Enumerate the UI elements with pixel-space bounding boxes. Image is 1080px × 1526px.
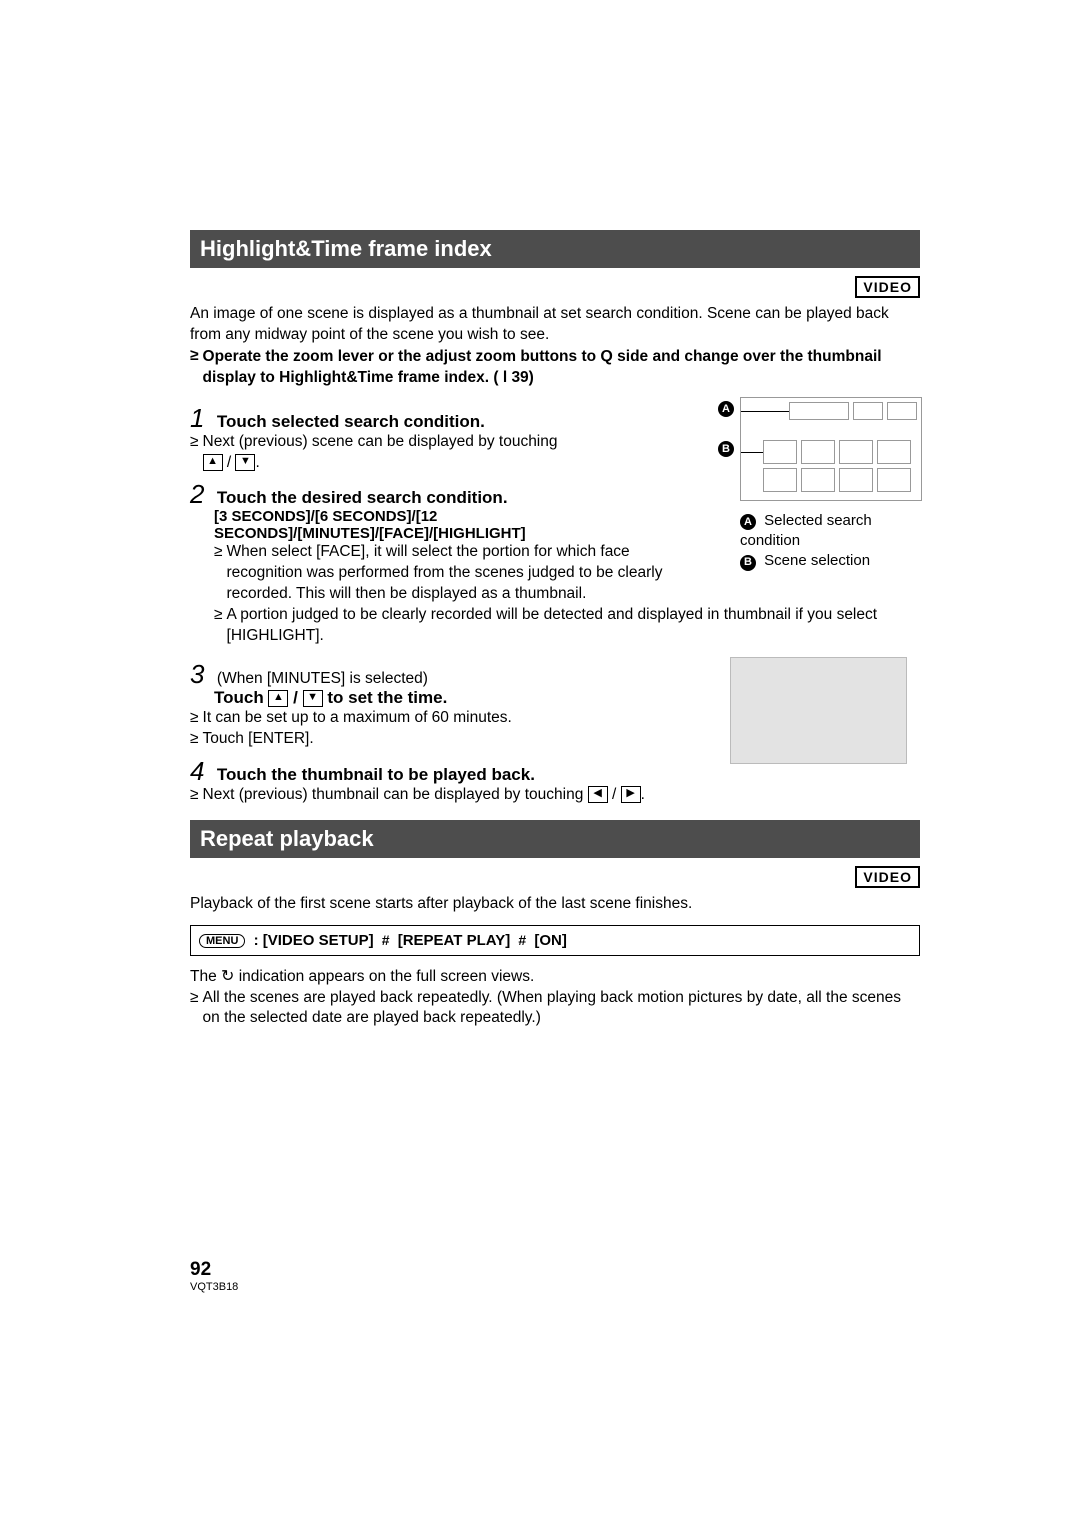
highlight-intro: An image of one scene is displayed as a … <box>190 304 920 346</box>
step-2-bullet-1: When select [FACE], it will select the p… <box>214 542 706 605</box>
caption-a-text: Selected search condition <box>740 512 872 549</box>
down-key-icon-2: ▼ <box>303 690 323 707</box>
step-3-bullet-1: It can be set up to a maximum of 60 minu… <box>190 708 706 729</box>
step-1-bullet-text: Next (previous) scene can be displayed b… <box>203 433 558 450</box>
page-number: 92 <box>190 1259 920 1281</box>
menu-path-c: [ON] <box>534 932 567 949</box>
caption-b-icon: B <box>740 555 756 571</box>
step-2: 2 Touch the desired search condition. [3… <box>190 481 706 605</box>
step-4-bullet-tail: . <box>641 786 645 803</box>
repeat-line-a: The <box>190 968 221 985</box>
diagram-frame <box>740 397 922 501</box>
step-4-bullet-text: Next (previous) thumbnail can be display… <box>203 786 588 803</box>
down-key-icon: ▼ <box>235 454 255 471</box>
repeat-bullet: All the scenes are played back repeatedl… <box>190 988 920 1030</box>
menu-path-a: : [VIDEO SETUP] <box>254 932 378 949</box>
up-key-icon-2: ▲ <box>268 690 288 707</box>
step-1-number: 1 <box>190 405 204 431</box>
operate-page-ref: 39) <box>511 369 533 386</box>
step-1: 1 Touch selected search condition. Next … <box>190 405 706 474</box>
step-2-heading: Touch the desired search condition. <box>217 488 508 507</box>
doc-code: VQT3B18 <box>190 1281 920 1293</box>
step-3: 3 (When [MINUTES] is selected) Touch ▲ /… <box>190 661 706 750</box>
step-2-bullet-1-text: When select [FACE], it will select the p… <box>227 542 706 605</box>
step-2-options: [3 SECONDS]/[6 SECONDS]/[12 SECONDS]/[MI… <box>214 508 706 542</box>
step-2-number: 2 <box>190 481 204 507</box>
step-4-heading: Touch the thumbnail to be played back. <box>217 765 535 784</box>
video-badge-row-2: VIDEO <box>190 866 920 888</box>
step-4-bullet: Next (previous) thumbnail can be display… <box>190 785 920 806</box>
video-badge-2: VIDEO <box>855 866 920 888</box>
page-footer: 92 VQT3B18 <box>190 1259 920 1293</box>
operate-text-a: Operate the zoom lever or the adjust zoo… <box>203 348 601 365</box>
step-3-heading-b: to set the time. <box>327 688 447 707</box>
step-3-bullet-2: Touch [ENTER]. <box>190 729 706 750</box>
step-4: 4 Touch the thumbnail to be played back. <box>190 758 706 785</box>
up-key-icon: ▲ <box>203 454 223 471</box>
video-badge: VIDEO <box>855 276 920 298</box>
step-3-bullet-1-text: It can be set up to a maximum of 60 minu… <box>203 708 512 729</box>
caption-a-icon: A <box>740 514 756 530</box>
step-3-heading-a: Touch <box>214 688 268 707</box>
step-4-number: 4 <box>190 758 204 784</box>
step-3-note: (When [MINUTES] is selected) <box>217 670 428 687</box>
section-title-highlight: Highlight&Time frame index <box>190 230 920 268</box>
menu-arrow-2: # <box>518 932 526 948</box>
caption-b-text: Scene selection <box>764 552 870 569</box>
page-content: Highlight&Time frame index VIDEO An imag… <box>0 0 1080 1293</box>
repeat-bullet-text: All the scenes are played back repeatedl… <box>203 988 920 1030</box>
operate-arrow: l <box>503 369 507 386</box>
step-1-bullet: Next (previous) scene can be displayed b… <box>190 432 706 474</box>
menu-arrow-1: # <box>382 932 390 948</box>
right-key-icon: ▶ <box>621 786 641 803</box>
menu-path-box: MENU : [VIDEO SETUP] # [REPEAT PLAY] # [… <box>190 925 920 956</box>
step-3-number: 3 <box>190 661 204 687</box>
repeat-line: The ↻ indication appears on the full scr… <box>190 966 920 988</box>
video-badge-row: VIDEO <box>190 276 920 298</box>
step-2-bullet-2-text: A portion judged to be clearly recorded … <box>227 605 920 647</box>
left-key-icon: ◀ <box>588 786 608 803</box>
diagram-label-a-icon: A <box>718 401 734 417</box>
step-3-heading: Touch ▲ / ▼ to set the time. <box>214 688 447 707</box>
diagram-label-b-icon: B <box>718 441 734 457</box>
section-title-repeat: Repeat playback <box>190 820 920 858</box>
step-1-heading: Touch selected search condition. <box>217 412 485 431</box>
operate-instruction: Operate the zoom lever or the adjust zoo… <box>190 346 920 389</box>
repeat-line-b: indication appears on the full screen vi… <box>239 968 535 985</box>
repeat-intro: Playback of the first scene starts after… <box>190 894 920 915</box>
step-2-bullet-2: A portion judged to be clearly recorded … <box>214 605 920 647</box>
menu-pill: MENU <box>199 934 245 948</box>
step-3-bullet-2-text: Touch [ENTER]. <box>203 729 314 750</box>
magnify-icon: Q <box>600 346 612 368</box>
menu-path-b: [REPEAT PLAY] <box>398 932 515 949</box>
loop-icon: ↻ <box>221 966 234 988</box>
step-1-bullet-tail: . <box>255 454 259 471</box>
diagram-area: A B <box>730 397 920 606</box>
thumbnail-placeholder <box>730 657 907 764</box>
